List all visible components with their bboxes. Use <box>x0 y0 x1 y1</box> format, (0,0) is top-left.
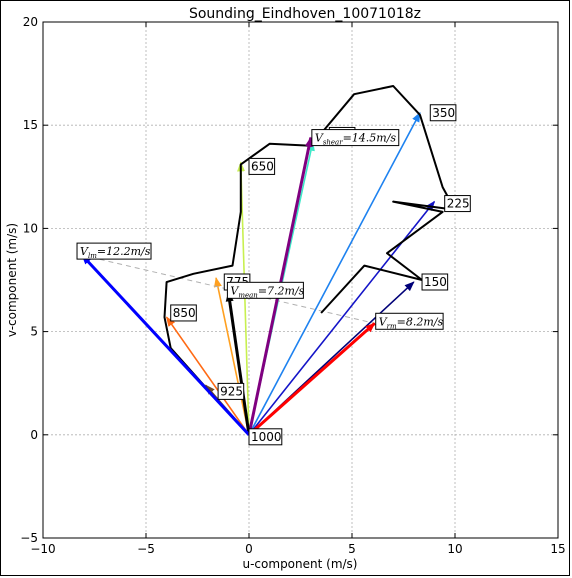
annotation-box <box>375 312 444 330</box>
level-label-box <box>444 195 471 213</box>
level-label-text: 1000 <box>251 430 282 444</box>
x-tick-label: 0 <box>245 542 253 556</box>
level-label: 350 <box>429 104 457 122</box>
x-tick-label: 10 <box>447 542 462 556</box>
chart-title: Sounding_Eindhoven_10071018z <box>189 6 421 22</box>
annotation-sub: mean <box>238 291 258 299</box>
level-label-text: 925 <box>220 384 243 398</box>
level-label-text: 150 <box>424 275 447 289</box>
plot-area <box>43 22 558 538</box>
y-axis-label: v-component (m/s) <box>5 223 19 337</box>
level-label-text: 350 <box>432 106 455 120</box>
y-tick-label: 0 <box>30 428 38 442</box>
level-label: 225 <box>444 195 471 213</box>
y-tick-label: 20 <box>23 15 38 29</box>
annotation-mean: Vmean=7.2m/s <box>226 281 305 299</box>
level-label-text: 650 <box>251 159 274 173</box>
annotation-sub: rm <box>387 322 397 330</box>
hodograph-trace <box>163 85 456 436</box>
level-vector <box>165 316 250 436</box>
annotation-text: Vlm=12.2m/s <box>80 245 151 260</box>
vector-v-mean <box>225 291 251 436</box>
vector-annotations: Vshear=14.5m/sVmean=7.2m/sVlm=12.2m/sVrm… <box>76 129 444 330</box>
level-label-text: 850 <box>173 306 196 320</box>
x-tick-label: −5 <box>137 542 155 556</box>
level-label: 850 <box>170 304 197 322</box>
level-vector <box>213 276 250 435</box>
level-label-box <box>248 428 283 446</box>
x-tick-label: 15 <box>550 542 565 556</box>
level-label-box <box>421 273 449 291</box>
level-label-box <box>170 304 197 322</box>
annotation-value: =8.2m/s <box>397 315 444 328</box>
annotation-box <box>226 281 304 299</box>
annotation-text: Vshear=14.5m/s <box>315 132 397 147</box>
annotation-sub: shear <box>323 139 343 147</box>
level-label-text: 225 <box>447 197 470 211</box>
annotation-box <box>76 242 152 260</box>
level-vector <box>248 111 421 436</box>
level-label: 925 <box>217 382 245 400</box>
annotation-value: =7.2m/s <box>258 284 305 297</box>
annotation-text: Vmean=7.2m/s <box>230 284 304 299</box>
y-tick-label: 5 <box>30 325 38 339</box>
annotation-base: V <box>315 132 324 145</box>
annotation-rm: Vrm=8.2m/s <box>375 312 444 330</box>
annotation-base: V <box>379 315 388 328</box>
x-axis-label: u-component (m/s) <box>243 557 358 571</box>
annotation-shear: Vshear=14.5m/s <box>311 129 400 147</box>
annotation-lm: Vlm=12.2m/s <box>76 242 152 260</box>
level-label-box <box>217 382 245 400</box>
annotation-value: =12.2m/s <box>97 245 151 258</box>
level-label: 150 <box>421 273 449 291</box>
annotation-base: V <box>80 245 89 258</box>
annotation-text: Vrm=8.2m/s <box>379 315 444 330</box>
level-label-box <box>248 157 276 175</box>
annotation-box <box>311 129 400 147</box>
annotation-sub: lm <box>88 252 97 260</box>
annotation-value: =14.5m/s <box>343 132 397 145</box>
level-label: 1000 <box>248 428 283 446</box>
plot-border <box>42 21 559 539</box>
hodograph-line <box>163 85 456 436</box>
annotation-base: V <box>230 284 239 297</box>
x-tick-label: 5 <box>348 542 356 556</box>
y-tick-label: −5 <box>20 531 38 545</box>
y-tick-label: 15 <box>23 118 38 132</box>
y-tick-label: 10 <box>23 221 38 235</box>
x-tick-label: −10 <box>30 542 55 556</box>
vector-v-rm <box>248 322 376 436</box>
level-label-box <box>429 104 457 122</box>
level-label: 650 <box>248 157 276 175</box>
vector-v-lm <box>81 254 251 436</box>
